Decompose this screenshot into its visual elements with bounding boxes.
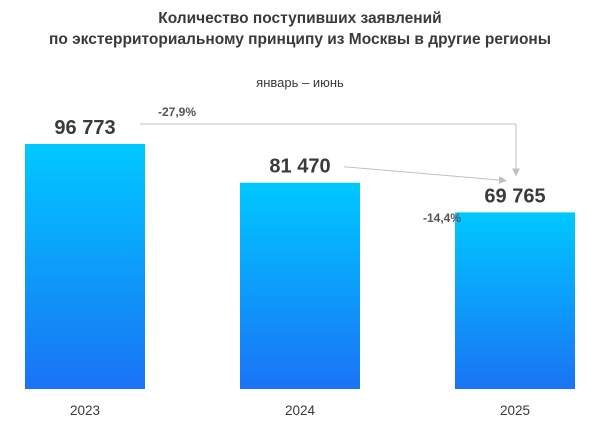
- x-tick-label-2025: 2025: [500, 403, 530, 418]
- bar-2025: [455, 212, 575, 389]
- value-label-2023: 96 773: [54, 117, 115, 139]
- x-tick-label-2023: 2023: [70, 403, 100, 418]
- change-label-2024-2025: -14,4%: [423, 211, 461, 225]
- bar-2023: [25, 144, 145, 389]
- change-arrow-2023-2025: [140, 123, 520, 177]
- value-label-2024: 81 470: [269, 156, 330, 178]
- x-tick-label-2024: 2024: [285, 403, 316, 418]
- chart-title-line-1: Количество поступивших заявлений: [158, 10, 442, 27]
- bar-2024: [240, 182, 360, 389]
- value-label-2025: 69 765: [484, 185, 545, 207]
- chart-title: Количество поступивших заявлений по экст…: [0, 8, 600, 50]
- chart-title-line-2: по экстерриториальному принципу из Москв…: [48, 31, 552, 48]
- change-label-2023-2025: -27,9%: [158, 105, 196, 119]
- change-arrow-2024-2025: [343, 166, 507, 185]
- chart-subtitle: январь – июнь: [256, 75, 344, 90]
